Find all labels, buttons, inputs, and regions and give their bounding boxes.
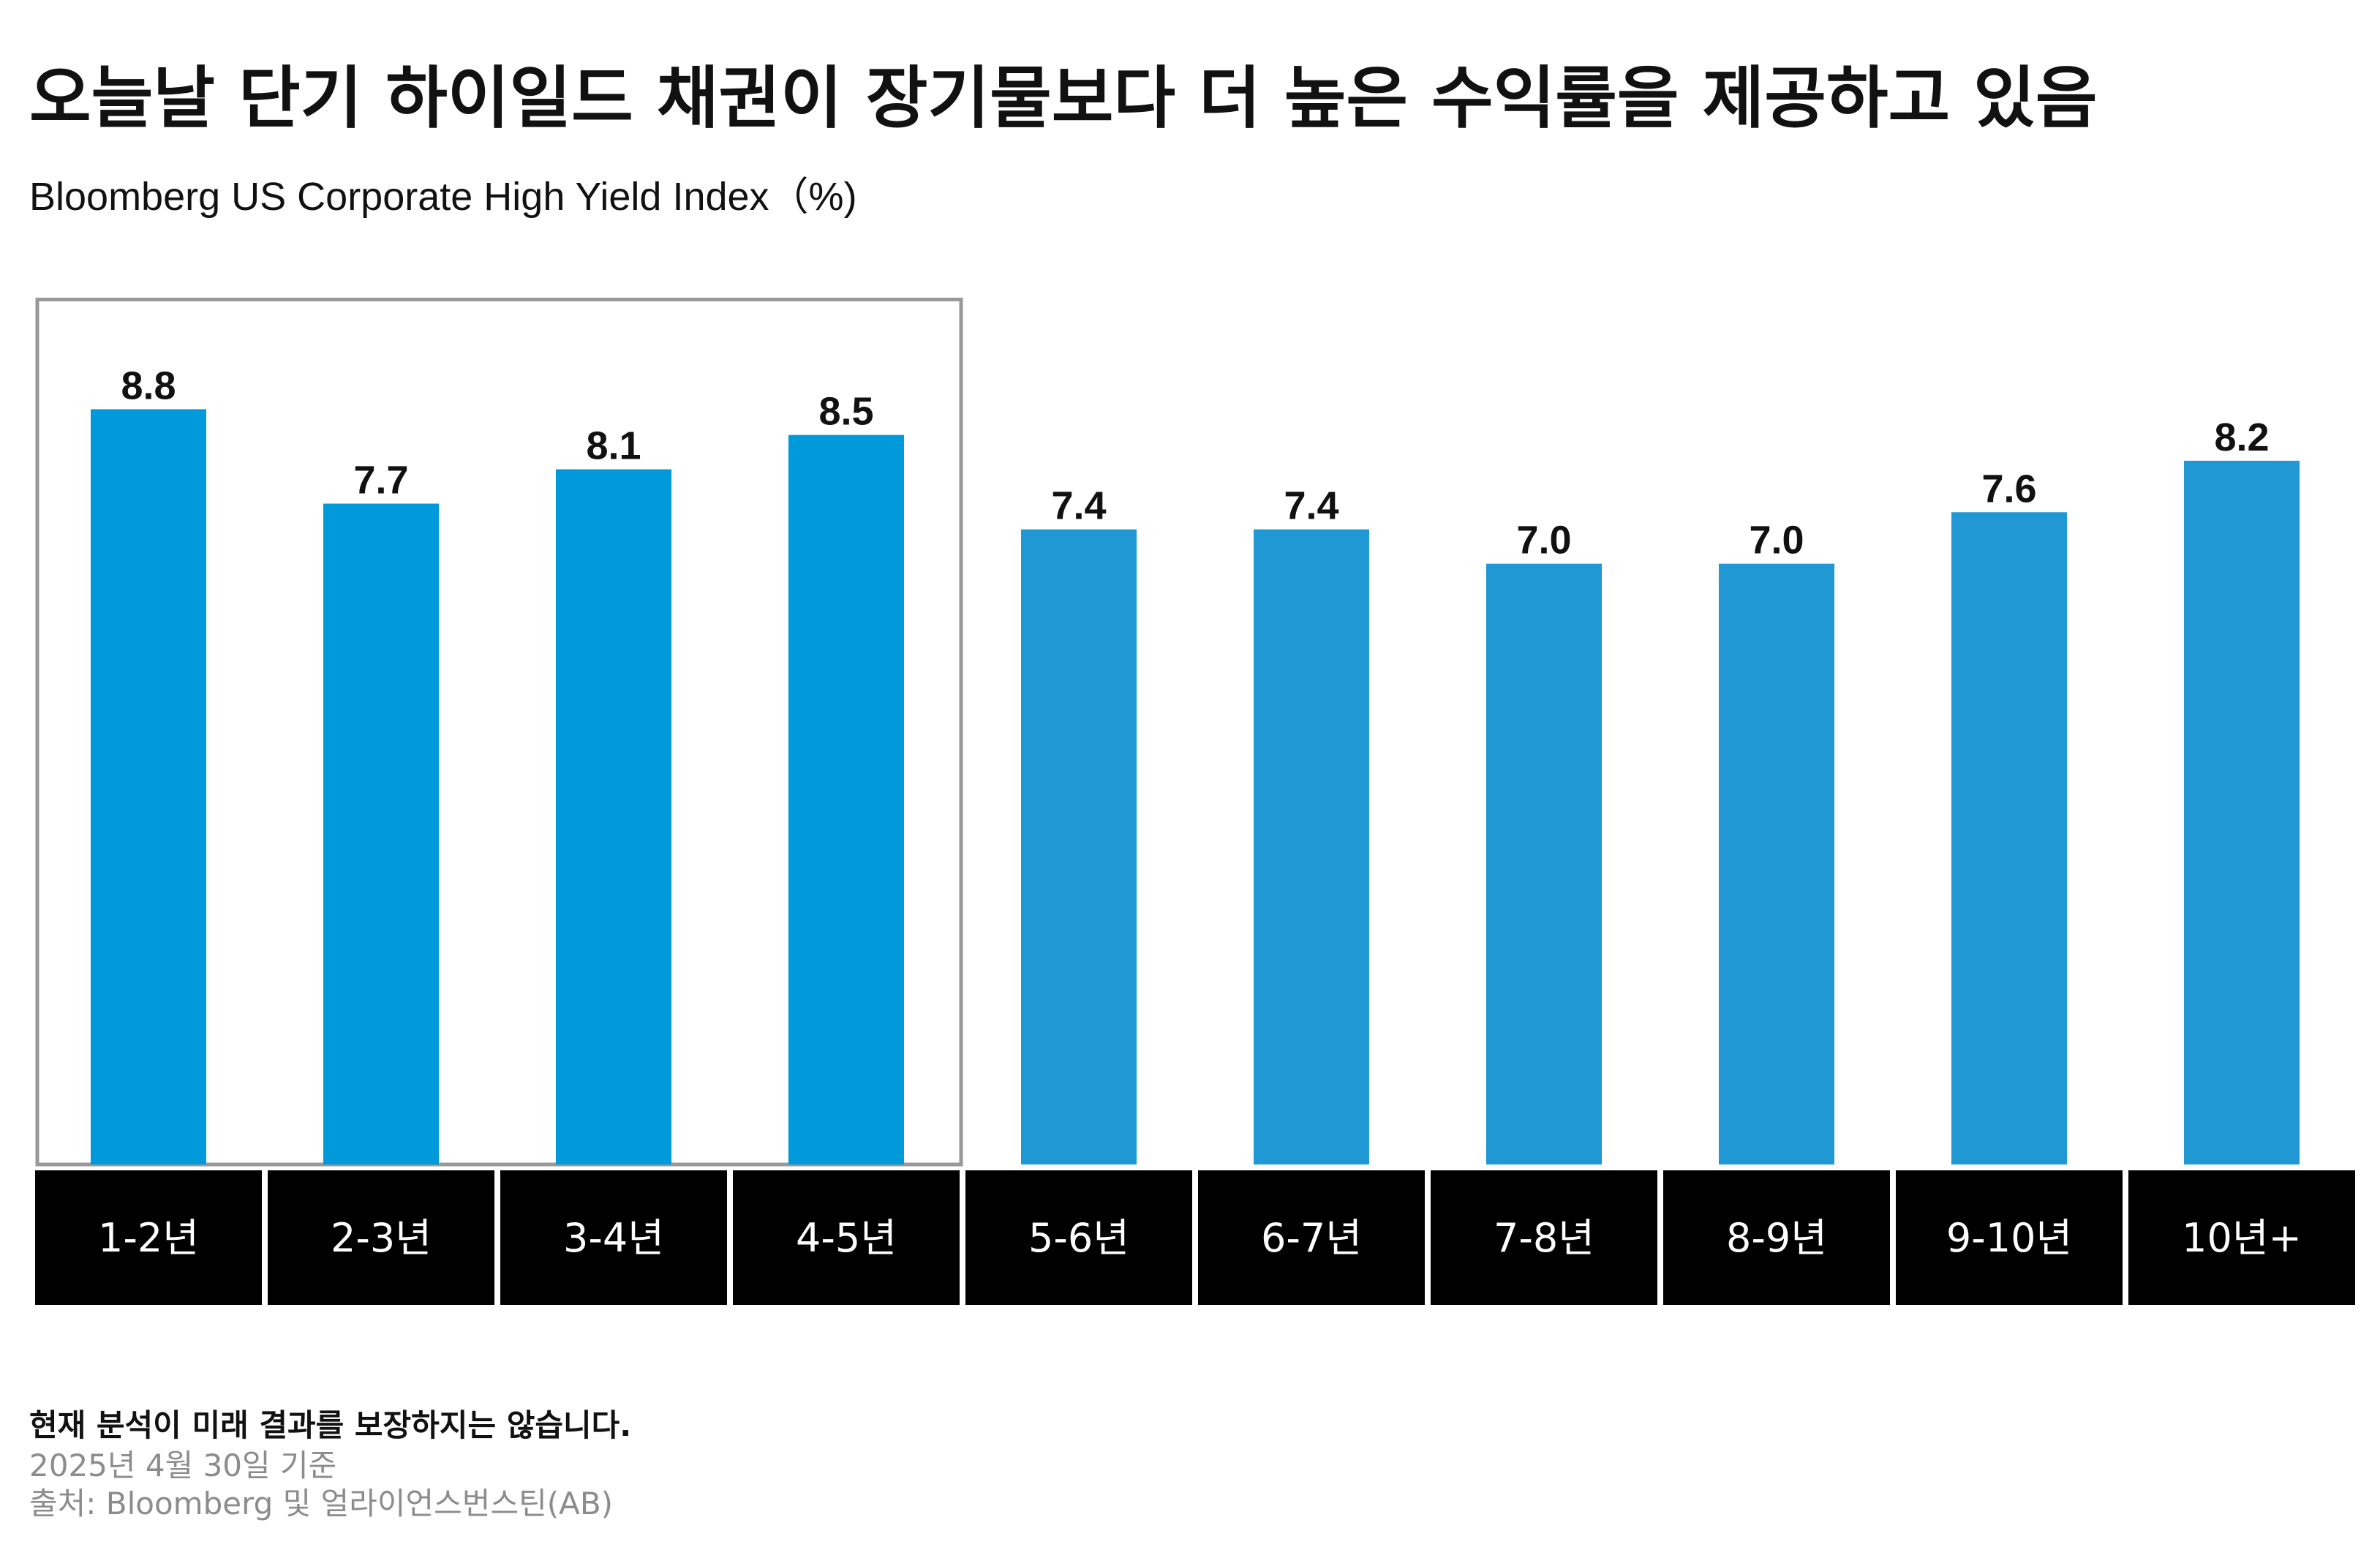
category-band xyxy=(2128,1170,2355,1305)
category-band xyxy=(733,1170,960,1305)
category-label: 4-5년 xyxy=(796,1215,897,1261)
category-label: 6-7년 xyxy=(1261,1215,1362,1261)
category-band xyxy=(965,1170,1192,1305)
value-label: 8.2 xyxy=(2214,415,2269,459)
bar-3-4년 xyxy=(556,469,671,1164)
category-label: 3-4년 xyxy=(563,1215,664,1261)
value-label: 7.7 xyxy=(353,459,408,503)
category-label: 5-6년 xyxy=(1028,1215,1129,1261)
chart-subtitle: Bloomberg US Corporate High Yield Index（… xyxy=(29,175,857,219)
category-label: 1-2년 xyxy=(98,1215,199,1261)
category-label: 10년+ xyxy=(2182,1215,2302,1261)
category-label: 2-3년 xyxy=(331,1215,432,1261)
value-label: 7.0 xyxy=(1749,519,1804,562)
value-label: 7.4 xyxy=(1051,484,1106,528)
bar-1-2년 xyxy=(91,409,206,1164)
category-label: 7-8년 xyxy=(1494,1215,1594,1261)
bar-5-6년 xyxy=(1021,529,1137,1164)
bar-2-3년 xyxy=(323,503,439,1164)
value-label: 8.1 xyxy=(586,424,641,468)
value-label: 8.5 xyxy=(818,390,873,434)
category-band xyxy=(1896,1170,2123,1305)
bar-9-10년 xyxy=(1951,512,2067,1164)
as-of-date: 2025년 4월 30일 기준 xyxy=(29,1448,337,1483)
bar-7-8년 xyxy=(1486,563,1602,1164)
bar-6-7년 xyxy=(1254,529,1369,1164)
chart-title: 오늘날 단기 하이일드 채권이 장기물보다 더 높은 수익률을 제공하고 있음 xyxy=(29,59,2098,138)
bar-chart: 8.8 7.7 8.1 8.5 7.4 7.4 7.0 7.0 7.6 8.2 1-2년 2-3년 3… xyxy=(35,297,2355,1305)
category-band xyxy=(500,1170,727,1305)
value-label: 7.0 xyxy=(1516,519,1571,562)
value-label: 7.4 xyxy=(1284,484,1338,528)
category-label: 8-9년 xyxy=(1726,1215,1827,1261)
category-band xyxy=(1663,1170,1890,1305)
source-note: 출처: Bloomberg 및 얼라이언스번스틴(AB) xyxy=(29,1486,614,1521)
disclaimer-note: 현재 분석이 미래 결과를 보장하지는 않습니다. xyxy=(29,1407,632,1443)
bar-10년+ xyxy=(2184,460,2300,1164)
category-band xyxy=(268,1170,494,1305)
value-label: 7.6 xyxy=(1981,467,2036,511)
category-label: 9-10년 xyxy=(1946,1215,2072,1261)
category-band xyxy=(35,1170,262,1305)
value-label: 8.8 xyxy=(121,364,176,407)
highlight-frame xyxy=(35,297,963,1167)
category-band xyxy=(1198,1170,1425,1305)
bar-4-5년 xyxy=(788,434,904,1164)
category-band xyxy=(1431,1170,1657,1305)
bar-8-9년 xyxy=(1719,563,1834,1164)
